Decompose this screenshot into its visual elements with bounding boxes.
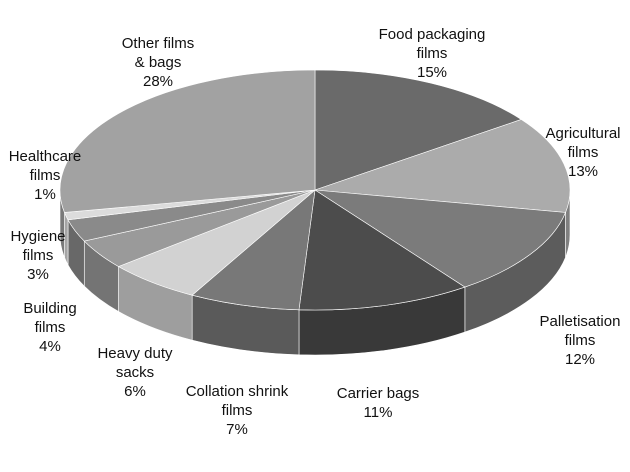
value-label: 12% <box>564 351 596 368</box>
value-label: 3% <box>27 266 49 283</box>
slice-label: Palletisation films 12% <box>525 312 630 369</box>
slice <box>298 189 466 311</box>
value-label: 15% <box>416 64 448 81</box>
slice-label: Heavy duty sacks 6% <box>95 344 175 401</box>
slice-label: Healthcare films 1% <box>0 147 90 204</box>
slice <box>314 69 522 191</box>
value-label: 7% <box>226 421 248 438</box>
slice <box>191 189 316 311</box>
value-label: 13% <box>567 163 599 180</box>
category-label: Agricultural films <box>545 125 621 161</box>
category-label: Other films & bags <box>121 35 195 71</box>
slice-label: Hygiene films 3% <box>3 227 73 284</box>
value-label: 1% <box>34 186 56 203</box>
slice <box>59 69 316 213</box>
slice <box>314 119 571 213</box>
value-label: 4% <box>39 338 61 355</box>
category-label: Healthcare films <box>8 148 82 184</box>
slice-label: Agricultural films 13% <box>533 124 630 181</box>
value-label: 6% <box>124 383 146 400</box>
slice <box>314 189 566 288</box>
value-label: 11% <box>363 404 393 421</box>
category-label: Carrier bags <box>336 385 420 402</box>
category-label: Collation shrink films <box>185 383 289 419</box>
category-label: Food packaging films <box>378 26 486 62</box>
slice-label: Carrier bags 11% <box>323 384 433 422</box>
category-label: Palletisation films <box>539 313 621 349</box>
category-label: Hygiene films <box>10 228 66 264</box>
category-label: Heavy duty sacks <box>97 345 173 381</box>
slice-label: Food packaging films 15% <box>362 25 502 82</box>
slice-label: Collation shrink films 7% <box>182 382 292 439</box>
slice-label: Other films & bags 28% <box>118 34 198 91</box>
category-label: Building films <box>23 300 77 336</box>
value-label: 28% <box>142 73 174 90</box>
slice-label: Building films 4% <box>15 299 85 356</box>
